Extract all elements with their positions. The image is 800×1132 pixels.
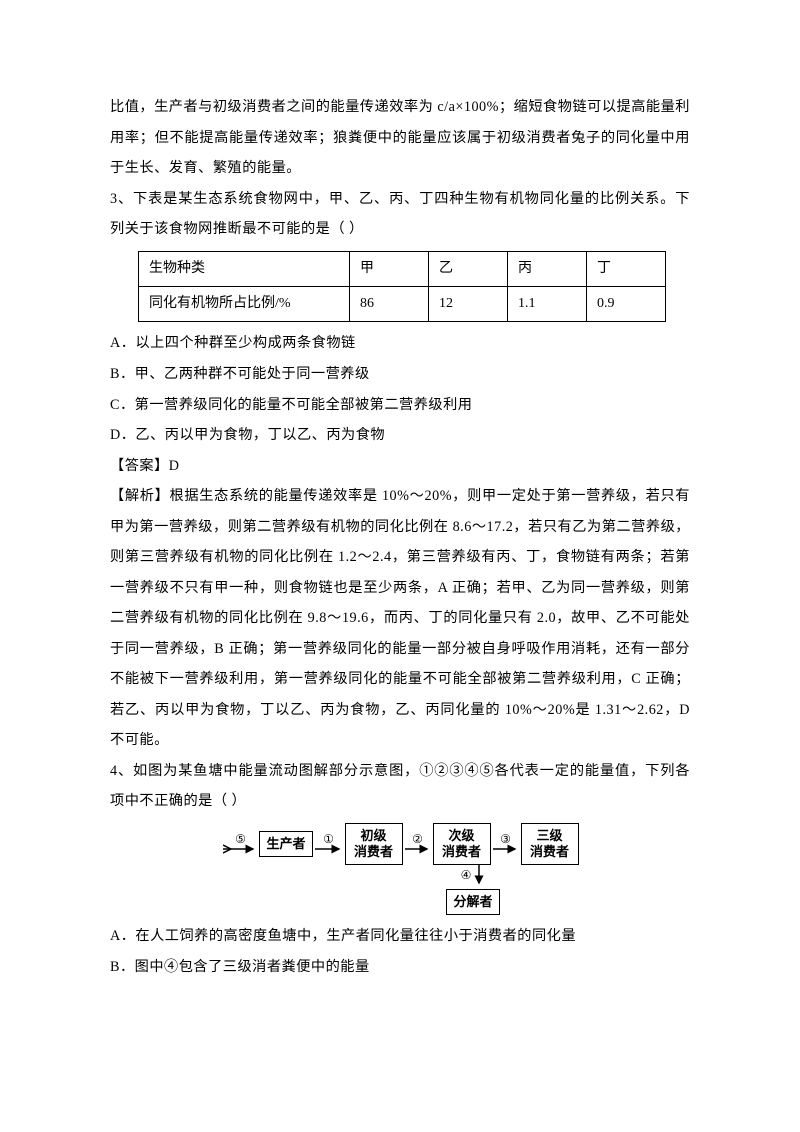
table-cell: 同化有机物所占比例/% (139, 287, 350, 322)
table-header-cell: 丙 (508, 251, 587, 286)
flow-node-tertiary: 三级消费者 (521, 823, 579, 866)
q4-option-a: A．在人工饲养的高密度鱼塘中，生产者同化量往往小于消费者的同化量 (110, 921, 690, 952)
q3-option-c: C．第一营养级同化的能量不可能全部被第二营养级利用 (110, 390, 690, 421)
q4-option-b: B．图中④包含了三级消者粪便中的能量 (110, 952, 690, 983)
q3-option-a: A．以上四个种群至少构成两条食物链 (110, 328, 690, 359)
q4-stem: 4、如图为某鱼塘中能量流动图解部分示意图，①②③④⑤各代表一定的能量值，下列各项… (110, 756, 690, 817)
q3-table: 生物种类 甲 乙 丙 丁 同化有机物所占比例/% 86 12 1.1 0.9 (138, 251, 666, 323)
flow-node-decomposer: 分解者 (446, 889, 499, 915)
flow-node-producer: 生产者 (259, 831, 312, 857)
flow-node-secondary: 次级消费者 (433, 823, 491, 866)
arrow-4: ④ (461, 863, 486, 889)
arrow-label: ④ (461, 863, 472, 889)
table-cell: 1.1 (508, 287, 587, 322)
q3-option-b: B．甲、乙两种群不可能处于同一营养级 (110, 359, 690, 390)
arrow-input: ⑤ (223, 833, 257, 855)
table-header-cell: 甲 (350, 251, 429, 286)
table-header-cell: 乙 (429, 251, 508, 286)
q3-explanation: 【解析】根据生态系统的能量传递效率是 10%～20%，则甲一定处于第一营养级，若… (110, 481, 690, 756)
arrow-1: ① (315, 833, 343, 855)
table-row: 生物种类 甲 乙 丙 丁 (139, 251, 666, 286)
table-row: 同化有机物所占比例/% 86 12 1.1 0.9 (139, 287, 666, 322)
table-cell: 0.9 (587, 287, 666, 322)
arrow-3: ③ (493, 833, 519, 855)
table-cell: 86 (350, 287, 429, 322)
table-cell: 12 (429, 287, 508, 322)
arrow-2: ② (405, 833, 431, 855)
table-header-cell: 生物种类 (139, 251, 350, 286)
flow-node-primary: 初级消费者 (345, 823, 403, 866)
q3-stem: 3、下表是某生态系统食物网中，甲、乙、丙、丁四种生物有机物同化量的比例关系。下列… (110, 184, 690, 245)
q4-flowchart: ⑤ 生产者 ① 初级消费者 ② 次级消费者 ③ 三级消费者 (110, 823, 690, 916)
table-header-cell: 丁 (587, 251, 666, 286)
document-page: { "p_intro": "比值，生产者与初级消费者之间的能量传递效率为 c/a… (0, 0, 800, 1132)
q3-answer: 【答案】D (110, 451, 690, 482)
q3-option-d: D．乙、丙以甲为食物，丁以乙、丙为食物 (110, 420, 690, 451)
intro-paragraph: 比值，生产者与初级消费者之间的能量传递效率为 c/a×100%；缩短食物链可以提… (110, 92, 690, 184)
